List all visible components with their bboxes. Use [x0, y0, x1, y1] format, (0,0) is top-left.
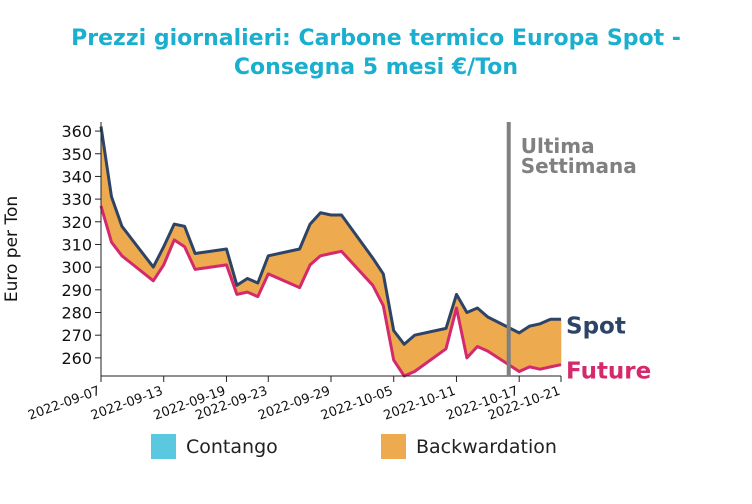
spread-band-segment [320, 212, 332, 257]
x-ticks: 2022-09-072022-09-132022-09-192022-09-23… [26, 376, 562, 424]
series-label-future: Future [566, 359, 651, 385]
spread-band-segment [550, 319, 562, 368]
y-ticks: 260 270 280 290 300 310 320 330 340 350 360 [61, 122, 101, 368]
spread-band-segment [529, 323, 541, 370]
legend-label-backwardation: Backwardation [416, 436, 557, 458]
series-line-spot [99, 126, 561, 346]
y-tick-label: 280 [61, 304, 92, 323]
y-tick-label: 290 [61, 281, 92, 300]
y-tick-label: 300 [61, 258, 92, 277]
y-tick-label: 350 [61, 145, 92, 164]
spread-band-segment [539, 318, 551, 370]
chart-title-line-1: Prezzi giornalieri: Carbone termico Euro… [71, 26, 681, 51]
series-line-future [99, 205, 562, 378]
y-tick-label: 330 [61, 190, 92, 209]
y-tick-label: 260 [61, 349, 92, 368]
legend-swatch-backwardation [381, 434, 406, 459]
spread-band-segment [330, 214, 342, 254]
y-tick-label: 310 [61, 235, 92, 254]
y-tick-label: 340 [61, 167, 92, 186]
y-tick-label: 270 [61, 326, 92, 345]
legend-label-contango: Contango [186, 436, 278, 458]
last-week-label-line-1: Ultima [521, 134, 595, 158]
last-week-label-line-2: Settimana [521, 154, 637, 178]
chart-title-line-2: Consegna 5 mesi €/Ton [234, 55, 518, 80]
plot-area [99, 126, 562, 378]
y-tick-label: 360 [61, 122, 92, 141]
y-axis-title: Euro per Ton [2, 196, 22, 302]
legend-swatch-contango [151, 434, 176, 459]
y-tick-label: 320 [61, 213, 92, 232]
series-label-spot: Spot [566, 313, 626, 339]
